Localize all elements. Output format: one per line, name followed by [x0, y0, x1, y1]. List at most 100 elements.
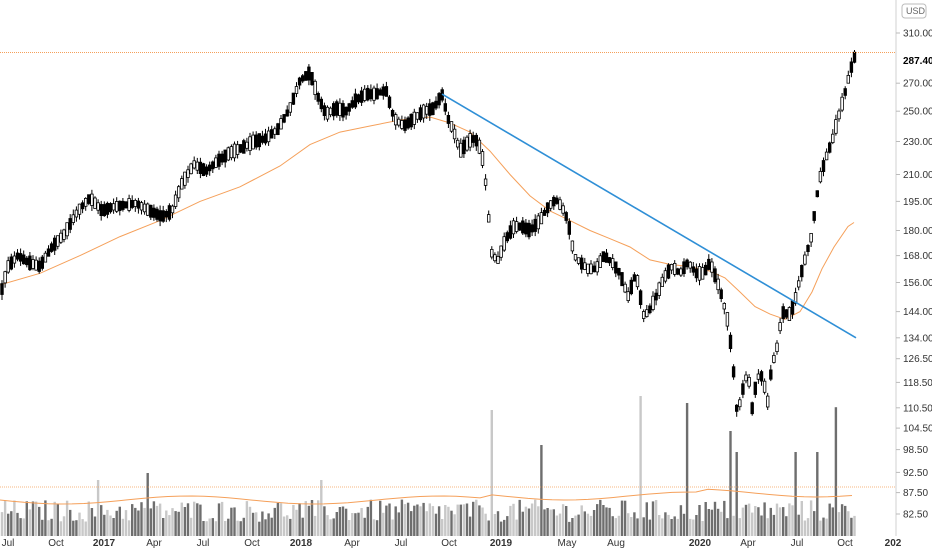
candle [567, 218, 571, 240]
volume-bar [763, 502, 766, 536]
volume-bar [93, 516, 97, 536]
candle-body [629, 279, 633, 295]
candle-body [331, 103, 336, 117]
volume-bar [10, 511, 13, 536]
candle-body [849, 61, 854, 73]
candle-body [645, 309, 649, 318]
candle [6, 256, 10, 274]
volume-bar [282, 516, 286, 536]
candle [766, 392, 770, 410]
candle [133, 198, 137, 212]
candle [139, 200, 144, 215]
candle-body [71, 214, 75, 223]
candle [12, 251, 17, 268]
volume-bar [28, 509, 32, 536]
candle [837, 108, 841, 122]
candle [0, 280, 4, 300]
y-tick-label: 250.00 [903, 107, 932, 118]
candle-body [542, 209, 547, 216]
candle [381, 83, 385, 100]
candle-body [595, 261, 599, 273]
volume-bar [840, 504, 844, 536]
currency-badge[interactable]: USD [901, 3, 927, 19]
volume-bar [766, 518, 769, 536]
y-tick-label: 98.50 [903, 445, 928, 456]
candle [62, 228, 66, 243]
candle [657, 281, 661, 299]
volume-bar [831, 507, 834, 536]
volume-bar [506, 516, 509, 536]
candle [834, 114, 838, 136]
candle-body [263, 133, 268, 144]
volume-bar [751, 512, 754, 536]
volume-bar [69, 509, 72, 536]
currency-badge-frame [901, 3, 927, 19]
volume-bar [472, 501, 475, 536]
candle-body [180, 178, 184, 190]
volume-bar [158, 503, 162, 536]
candle [666, 263, 671, 280]
volume-bar [844, 505, 847, 536]
candle [499, 245, 503, 261]
volume-bar [431, 506, 435, 536]
candle-body [12, 255, 17, 264]
volume-bar [484, 513, 487, 536]
volume-bar [707, 509, 710, 536]
candle-body [483, 178, 488, 186]
candle-body [446, 115, 451, 124]
volume-bar [456, 504, 459, 536]
candle-body [418, 107, 423, 121]
candle [437, 92, 441, 109]
volume-bar [295, 509, 298, 536]
volume-bar [757, 507, 760, 536]
volume-bar [639, 396, 642, 536]
candle [136, 197, 141, 214]
candle [313, 79, 317, 100]
volume-bar [732, 515, 735, 536]
candle-body [533, 218, 537, 232]
volume-bar [478, 505, 481, 536]
volume-bar [521, 511, 524, 536]
candle-body [738, 399, 742, 408]
candle-body [508, 225, 513, 239]
volume-bar [87, 501, 90, 536]
candle [490, 246, 494, 260]
candle [164, 209, 168, 223]
volume-bar [112, 518, 115, 536]
volume-bar [137, 510, 140, 536]
volume-bar [834, 407, 838, 536]
volume-bar [242, 517, 245, 536]
candle [818, 167, 823, 184]
volume-bar [127, 520, 131, 536]
candle-body [87, 194, 91, 204]
candle [180, 175, 184, 190]
candle-body [573, 254, 578, 261]
candle-body [6, 260, 10, 273]
candle [716, 273, 720, 295]
candle [90, 189, 94, 211]
x-tick-label: Oct [837, 538, 853, 549]
candle [338, 98, 342, 121]
x-tick-label: Aug [607, 538, 625, 549]
x-tick-label: Jul [2, 538, 15, 549]
volume-bar [413, 505, 416, 536]
volume-bar [245, 501, 249, 536]
candle-body [99, 204, 103, 217]
y-tick-label: 92.50 [903, 468, 928, 479]
candle-body [242, 140, 246, 154]
candle [688, 261, 692, 273]
candle [824, 148, 829, 161]
candle-body [372, 87, 376, 101]
candle-body [852, 51, 857, 63]
candle-body [403, 119, 407, 131]
volume-bar [276, 503, 280, 536]
candle [781, 303, 785, 323]
candle-body [455, 139, 460, 148]
candle [84, 197, 88, 211]
y-tick-label: 118.50 [903, 378, 932, 389]
candle-body [62, 229, 66, 240]
candle-body [722, 302, 726, 310]
candle [161, 205, 165, 223]
candle-body [666, 264, 671, 279]
candle [87, 194, 91, 206]
